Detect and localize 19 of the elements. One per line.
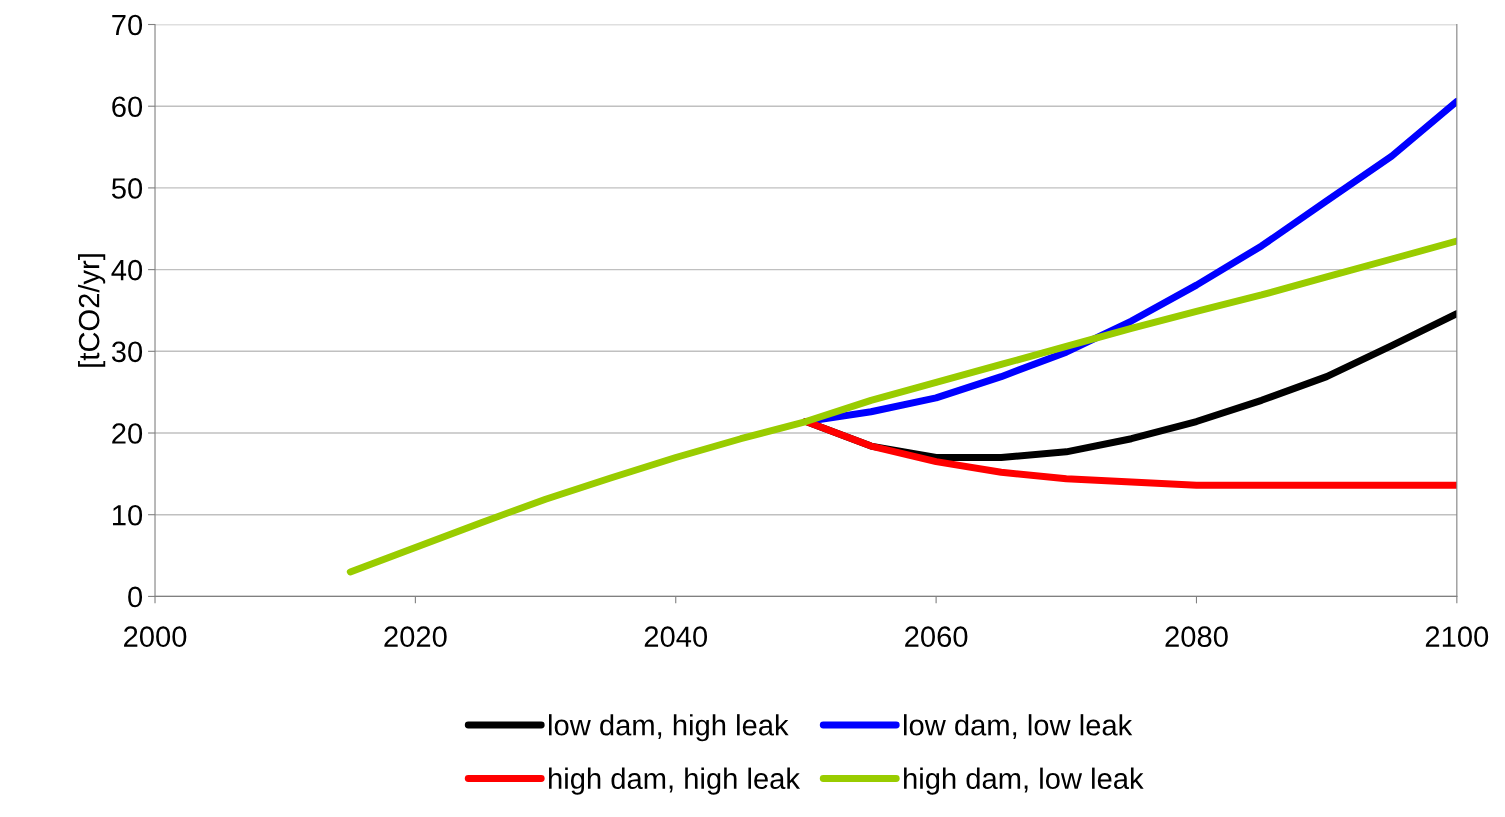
legend-label: low dam, high leak [548,714,789,742]
x-tick-label: 2060 [905,626,968,647]
x-tick-label: 2040 [644,626,708,647]
y-tick-label: 50 [111,178,143,199]
y-tick-label: 60 [112,96,143,118]
y-tick-label: 70 [112,14,143,36]
y-tick-label: 10 [112,504,143,526]
x-tick-label: 2100 [1425,626,1489,647]
y-tick-label: 30 [111,341,143,363]
y-tick-label: 40 [111,259,143,281]
x-tick-label: 2020 [384,626,447,647]
x-tick-label: 2000 [124,626,187,647]
y-tick-label: 0 [128,586,143,608]
legend-label: high dam, low leak [904,767,1144,795]
y-axis-title: [tCO2/yr] [78,254,106,367]
legend-label: low dam, low leak [904,714,1133,740]
x-tick-label: 2080 [1165,626,1228,647]
y-tick-label: 20 [112,423,143,444]
legend-label: high dam, high leak [549,767,801,795]
